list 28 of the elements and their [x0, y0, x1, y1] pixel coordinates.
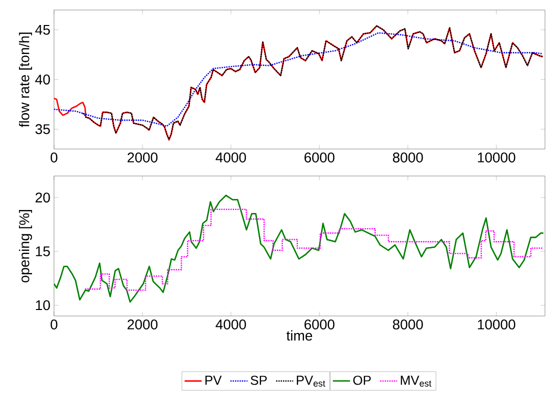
x-tick-label: 6000 [304, 320, 334, 330]
y-tick-label: 35 [35, 124, 50, 134]
x-tick-label: 8000 [392, 320, 423, 330]
x-tick-label: 10000 [478, 320, 516, 330]
legend-label: SP [250, 376, 267, 385]
legend-label: OP [353, 376, 371, 385]
x-tick-label: 4000 [216, 152, 246, 162]
x-tick-label: 0 [50, 320, 58, 330]
legend-label: PV [205, 376, 222, 385]
y-axis-title: flow rate [ton/h] [18, 32, 32, 128]
x-tick-label: 4000 [216, 320, 246, 330]
x-tick-label: 0 [50, 152, 58, 162]
line-series [54, 194, 544, 303]
y-tick-label: 20 [36, 192, 50, 202]
line-series [54, 32, 543, 127]
x-tick-label: 2000 [128, 152, 158, 162]
x-tick-label: 8000 [392, 152, 423, 162]
legend-label: MV$_{est}$ [400, 376, 432, 387]
y-tick-label: 10 [36, 300, 50, 310]
x-tick-label: 6000 [304, 152, 334, 162]
legend-label: PV$_{est}$ [296, 376, 326, 387]
y-tick-label: 40 [35, 74, 50, 84]
x-tick-label: 2000 [128, 320, 158, 330]
y-tick-label: 15 [36, 246, 50, 256]
y-axis-title: opening [%] [18, 210, 32, 282]
x-tick-label: 10000 [478, 152, 516, 162]
x-axis-title: time [286, 330, 312, 341]
y-tick-label: 45 [35, 24, 50, 35]
